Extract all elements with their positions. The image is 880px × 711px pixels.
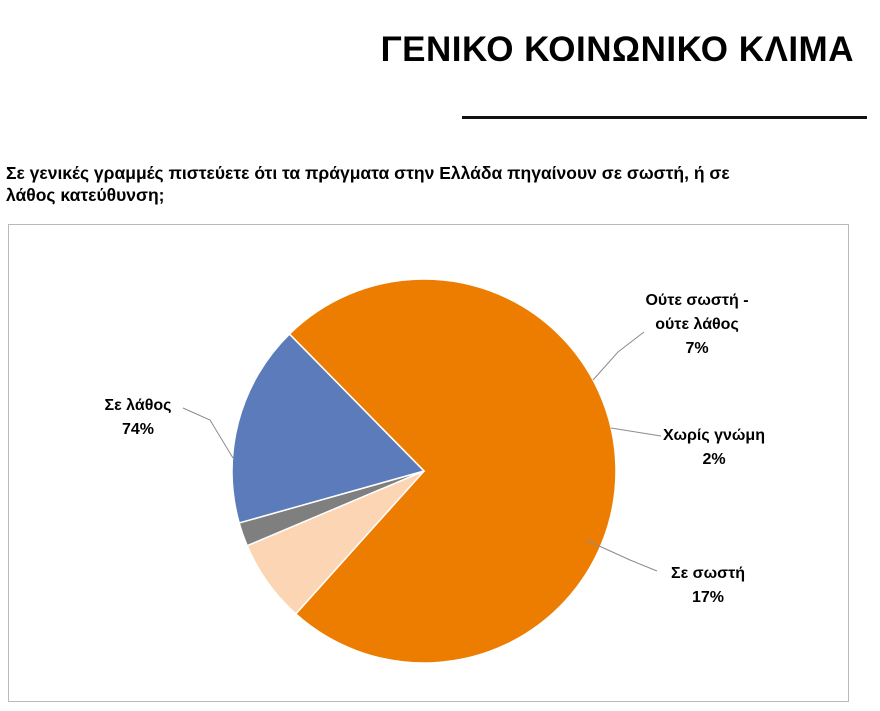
survey-question: Σε γενικές γραμμές πιστεύετε ότι τα πράγ… [6,162,826,206]
title-underline [462,116,867,119]
leader-line-σε-σωστή [585,539,658,572]
pie-slices [231,278,617,664]
leader-lines [182,331,662,572]
slice-name-label-ούτε-σωστή-ούτε-λάθος: ούτε λάθος [655,316,739,333]
slice-percent-label-χωρίς-γνώμη: 2% [702,451,725,468]
slice-percent-label-ούτε-σωστή-ούτε-λάθος: 7% [685,340,708,357]
slice-name-label-χωρίς-γνώμη: Χωρίς γνώμη [663,427,765,444]
pie-slice-σε-σωστή [231,332,426,524]
question-line-2: λάθος κατεύθυνση; [6,185,165,205]
slice-labels: Σε λάθος 74% Ούτε σωστή - ούτε λάθος 7% Χωρίς… [105,292,765,606]
leader-line-ούτε-σωστή-ούτε-λάθος [592,331,645,381]
slice-name-label-σε-σωστή: Σε σωστή [671,565,745,582]
chart-frame [8,224,849,702]
pie-slice-σε-λάθος [288,278,617,664]
slice-percent-label-σε-σωστή: 17% [692,589,724,606]
slice-name-label-ούτε-σωστή-ούτε-λάθος: Ούτε σωστή - [645,292,748,309]
leader-line-χωρίς-γνώμη [610,427,662,437]
question-line-1: Σε γενικές γραμμές πιστεύετε ότι τα πράγ… [6,163,730,183]
slice-percent-label-σε-λάθος: 74% [122,421,154,438]
slice-name-label-σε-λάθος: Σε λάθος [105,397,172,414]
leader-line-σε-λάθος [182,407,234,459]
page-title: ΓΕΝΙΚΟ ΚΟΙΝΩΝΙΚΟ ΚΛΙΜΑ [380,30,854,69]
